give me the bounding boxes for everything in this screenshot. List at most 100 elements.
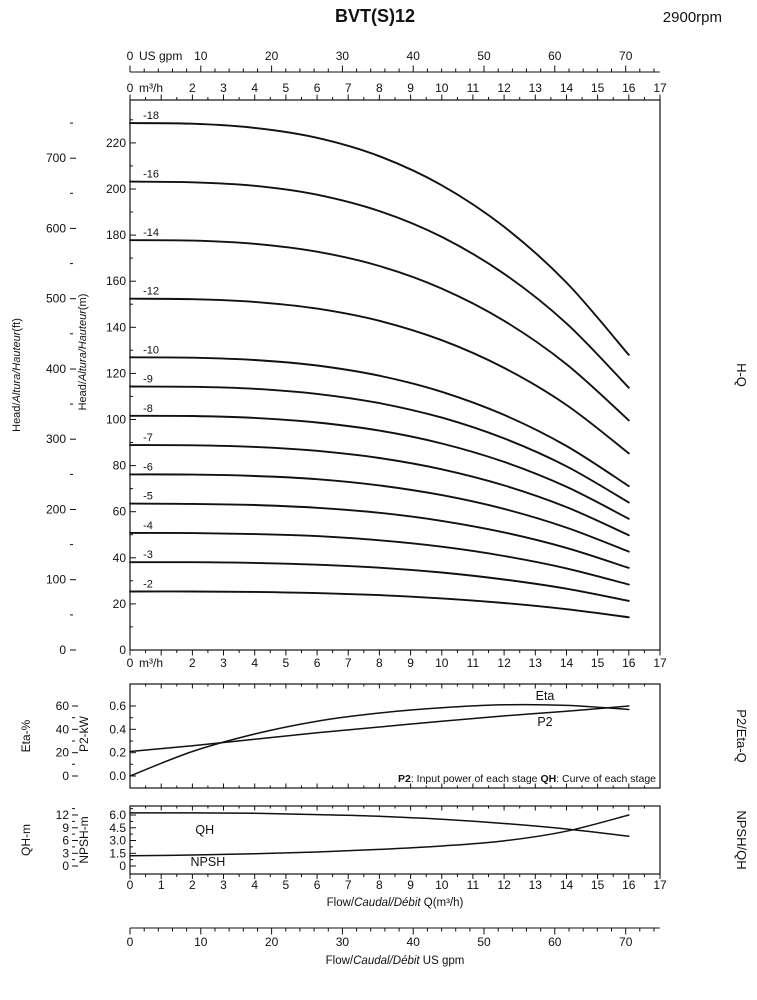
flow-m3h-tick-label: 7	[345, 878, 352, 892]
flow-m3h-tick-label: 9	[407, 878, 414, 892]
m3h-tick-label: 2	[189, 81, 196, 95]
flow-m3h-tick-label: 10	[435, 878, 449, 892]
m3h-tick-label: 15	[591, 656, 605, 670]
page-title: BVT(S)12	[335, 6, 415, 26]
hq-curve--7	[129, 444, 630, 537]
hq-section-label: H-Q	[734, 363, 749, 387]
eta-axis-title: Eta-%	[19, 719, 33, 752]
gpm-tick-label: 60	[548, 935, 562, 949]
hq-curve--18	[129, 122, 630, 356]
m3h-tick-label: 16	[622, 656, 636, 670]
eta-tick-label: 20	[56, 746, 70, 760]
m3h-tick-label: 16	[622, 81, 636, 95]
m3h-tick-label: 7	[345, 656, 352, 670]
eta-tick-label: 60	[56, 699, 70, 713]
qh-tick-label: 12	[56, 808, 70, 822]
hq-curve--16	[129, 180, 630, 389]
head-m-tick-label: 80	[113, 459, 127, 473]
flow-m3h-tick-label: 14	[560, 878, 574, 892]
gpm-tick-label: 0	[127, 935, 134, 949]
flow-m3h-tick-label: 17	[653, 878, 667, 892]
qh-curve-label: QH	[195, 823, 214, 837]
m3h-tick-label: 12	[497, 656, 511, 670]
p2-tick-label: 0.4	[109, 722, 126, 736]
head-ft-tick-label: 300	[46, 432, 66, 446]
gpm-tick-label: 30	[336, 49, 350, 63]
m3h-zero-label: 0	[127, 81, 134, 95]
m3h-tick-label: 9	[407, 656, 414, 670]
qh-tick-label: 9	[62, 821, 69, 835]
npsh-tick-label: 4.5	[109, 821, 126, 835]
gpm-tick-label: 10	[194, 935, 208, 949]
curve-qh	[129, 812, 630, 838]
stage-label--18: -18	[143, 110, 159, 122]
npsh-tick-label: 3.0	[109, 834, 126, 848]
m3h-tick-label: 12	[497, 81, 511, 95]
gpm-tick-label: 40	[407, 49, 421, 63]
gpm-tick-label: 30	[336, 935, 350, 949]
m3h-tick-label: 5	[283, 81, 290, 95]
m3h-tick-label: 4	[251, 656, 258, 670]
npsh-axis-title: NPSH-m	[77, 816, 91, 863]
qh-tick-label: 3	[62, 846, 69, 860]
hq-curve--3	[129, 561, 630, 602]
gpm-tick-label: 10	[194, 49, 208, 63]
hq-curve--4	[129, 531, 630, 586]
m3h-zero-label: 0	[127, 656, 134, 670]
m3h-unit-label: m³/h	[139, 656, 163, 670]
m3h-tick-label: 17	[653, 81, 667, 95]
gpm-tick-label: 20	[265, 49, 279, 63]
npsh-qh-section-label: NPSH/QH	[734, 810, 749, 869]
stage-label--12: -12	[143, 286, 159, 298]
eta-tick-label: 40	[56, 722, 70, 736]
head-m-tick-label: 120	[106, 366, 126, 380]
hq-curve--12	[129, 297, 630, 455]
curve-eta	[129, 703, 630, 777]
hq-curve--14	[129, 239, 630, 422]
head-m-tick-label: 140	[106, 320, 126, 334]
flow-m3h-tick-label: 6	[314, 878, 321, 892]
head-m-tick-label: 0	[119, 643, 126, 657]
gpm-tick-label: 50	[477, 935, 491, 949]
gpm-tick-label: 20	[265, 935, 279, 949]
flow-m3h-tick-label: 16	[622, 878, 636, 892]
flow-m3h-tick-label: 0	[127, 878, 134, 892]
curve-npsh	[129, 814, 630, 857]
head-ft-tick-label: 400	[46, 362, 66, 376]
gpm-tick-label: 60	[548, 49, 562, 63]
m3h-tick-label: 14	[560, 656, 574, 670]
head-ft-tick-label: 100	[46, 573, 66, 587]
m3h-tick-label: 17	[653, 656, 667, 670]
note-text: P2: Input power of each stage QH: Curve …	[398, 773, 656, 785]
eta-tick-label: 0	[62, 769, 69, 783]
m3h-tick-label: 10	[435, 656, 449, 670]
stage-label--3: -3	[143, 549, 153, 561]
hq-curve--6	[129, 473, 630, 553]
npsh-tick-label: 0	[119, 859, 126, 873]
p2-axis-title: P2-kW	[77, 715, 91, 752]
m3h-tick-label: 13	[529, 81, 543, 95]
m3h-tick-label: 5	[283, 656, 290, 670]
m3h-tick-label: 15	[591, 81, 605, 95]
p2-tick-label: 0.0	[109, 769, 126, 783]
head-m-tick-label: 100	[106, 413, 126, 427]
head-m-tick-label: 180	[106, 228, 126, 242]
stage-label--7: -7	[143, 432, 153, 444]
stage-label--10: -10	[143, 344, 159, 356]
m3h-tick-label: 11	[467, 656, 480, 670]
npsh-tick-label: 6.0	[109, 808, 126, 822]
hq-curve--10	[129, 356, 630, 488]
flow-m3h-tick-label: 12	[497, 878, 511, 892]
qh-tick-label: 0	[62, 859, 69, 873]
stage-label--8: -8	[143, 403, 153, 415]
m3h-tick-label: 8	[376, 656, 383, 670]
stage-label--6: -6	[143, 461, 153, 473]
m3h-tick-label: 13	[529, 656, 543, 670]
head-m-axis-title: Head/Altura/Hauteur(m)	[77, 294, 89, 411]
m3h-tick-label: 7	[345, 81, 352, 95]
hq-curve--9	[129, 385, 630, 504]
hq-curve--2	[129, 590, 630, 619]
head-m-tick-label: 60	[113, 505, 127, 519]
curve-p2	[129, 705, 630, 753]
